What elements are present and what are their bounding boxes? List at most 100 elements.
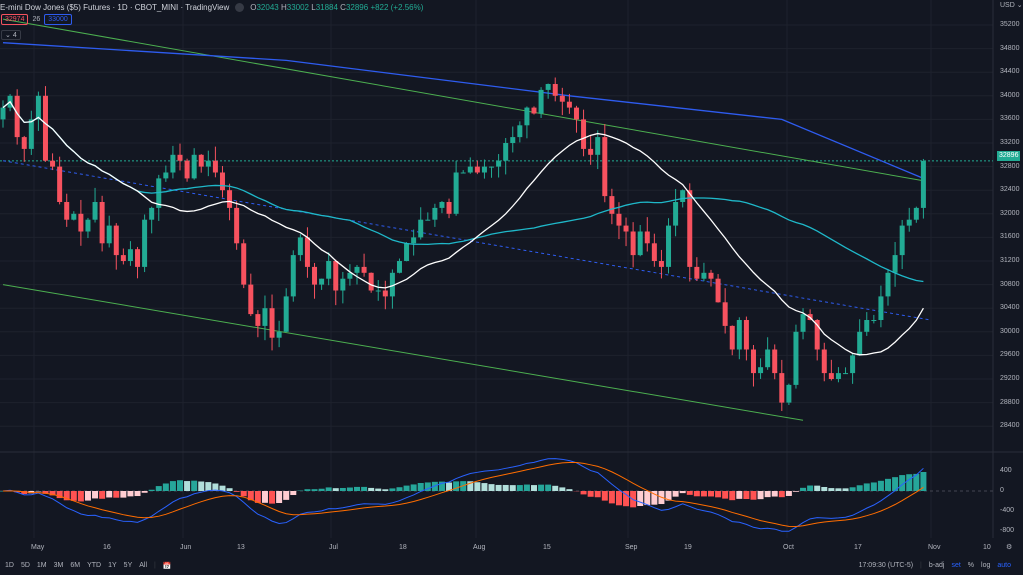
price-tick: 32400 — [1000, 186, 1020, 194]
macd-histogram-bar — [332, 488, 339, 491]
candle-body — [673, 202, 679, 226]
macd-histogram-bar — [715, 491, 722, 498]
candle-body — [453, 172, 459, 214]
candle-body — [701, 272, 707, 279]
candle-body — [333, 261, 339, 291]
macd-tick: 400 — [1000, 467, 1012, 474]
candle-body — [736, 320, 742, 350]
macd-histogram-bar — [261, 491, 268, 503]
candle-body — [503, 143, 509, 161]
badj-toggle[interactable]: b-adj — [928, 562, 945, 569]
macd-histogram-bar — [764, 491, 771, 498]
candle-body — [644, 231, 650, 244]
macd-histogram-bar — [77, 491, 84, 502]
calendar-goto-icon[interactable]: 📅 — [162, 562, 172, 570]
macd-histogram-bar — [488, 484, 495, 491]
price-tick: 28400 — [1000, 422, 1020, 430]
range-all[interactable]: All — [139, 562, 148, 569]
symbol-title[interactable]: E-mini Dow Jones ($5) Futures · 1D · CBO… — [0, 3, 230, 12]
candle-body — [743, 320, 749, 350]
percent-toggle[interactable]: % — [967, 562, 975, 569]
candle-body — [326, 261, 332, 279]
macd-histogram-bar — [502, 484, 509, 491]
candle-body — [772, 349, 778, 374]
macd-histogram-bar — [141, 491, 148, 493]
macd-histogram-bar — [750, 491, 757, 500]
signal-line — [2, 461, 924, 528]
ma-value-1: 32974 — [1, 14, 29, 25]
macd-tick: -400 — [1000, 507, 1015, 514]
candle-body — [821, 349, 827, 374]
range-5d[interactable]: 5D — [20, 562, 30, 569]
candle-body — [304, 237, 310, 267]
macd-histogram-bar — [892, 477, 899, 491]
macd-histogram-bar — [835, 488, 842, 491]
macd-histogram-bar — [863, 483, 870, 491]
candle-body — [276, 331, 282, 338]
candle-body — [722, 302, 728, 326]
candle-body — [687, 190, 693, 267]
macd-histogram-bar — [467, 481, 474, 491]
candle-body — [127, 249, 133, 261]
candle-body — [750, 349, 756, 374]
candle-body — [729, 325, 735, 350]
chevron-down-icon: ⌄ — [5, 32, 13, 39]
range-3m[interactable]: 3M — [53, 562, 64, 569]
macd-histogram-bar — [403, 485, 410, 491]
candle-body — [35, 95, 41, 120]
macd-histogram-bar — [177, 480, 183, 491]
macd-histogram-bar — [856, 485, 863, 491]
macd-histogram-bar — [545, 484, 552, 491]
candle-body — [878, 296, 884, 320]
macd-histogram-bar — [906, 474, 913, 491]
macd-histogram-bar — [375, 488, 382, 491]
macd-histogram-bar — [21, 491, 28, 494]
candle-body — [800, 314, 806, 332]
range-1y[interactable]: 1Y — [108, 562, 117, 569]
settings-gear-icon[interactable]: ⚙ — [1006, 544, 1013, 551]
macd-histogram-bar — [304, 489, 311, 491]
candle-body — [255, 314, 261, 326]
macd-histogram-bar — [615, 491, 622, 506]
auto-toggle[interactable]: auto — [997, 562, 1011, 569]
range-1d[interactable]: 1D — [5, 562, 14, 569]
macd-histogram-bar — [885, 478, 891, 491]
set-toggle[interactable]: set — [951, 562, 961, 569]
macd-histogram-bar — [814, 485, 821, 491]
candle-body — [630, 231, 636, 256]
range-1m[interactable]: 1M — [36, 562, 47, 569]
macd-histogram-bar — [623, 491, 630, 507]
candle-body — [28, 119, 34, 149]
macd-histogram-bar — [106, 491, 113, 498]
indicators-toggle[interactable]: ⌄ 4 — [1, 30, 21, 40]
candle-body — [864, 320, 870, 332]
candle-body — [347, 272, 353, 279]
currency-selector[interactable]: USD ⌄ — [1000, 2, 1023, 9]
macd-histogram-bar — [113, 491, 120, 498]
collapse-icon[interactable] — [235, 3, 245, 12]
range-6m[interactable]: 6M — [70, 562, 81, 569]
time-label: Jun — [180, 544, 192, 551]
macd-histogram-bar — [771, 491, 778, 497]
time-label: May — [31, 544, 45, 551]
range-5y[interactable]: 5Y — [123, 562, 133, 569]
range-ytd[interactable]: YTD — [87, 562, 102, 569]
macd-histogram-bar — [389, 488, 396, 491]
candle-body — [78, 213, 84, 232]
log-toggle[interactable]: log — [981, 562, 991, 569]
macd-histogram-bar — [396, 487, 403, 491]
macd-histogram-bar — [191, 480, 198, 491]
candle-body — [637, 231, 643, 256]
candle-body — [666, 225, 672, 267]
price-chart[interactable] — [0, 0, 1023, 556]
time-label: 15 — [543, 544, 551, 551]
candle-body — [198, 154, 204, 167]
macd-histogram-bar — [311, 489, 318, 491]
candle-body — [99, 202, 105, 244]
time-label: Sep — [625, 544, 638, 551]
candle-body — [481, 166, 487, 173]
macd-histogram-bar — [672, 491, 679, 497]
candle-body — [616, 213, 622, 226]
candle-body — [708, 272, 714, 279]
candle-body — [588, 148, 594, 155]
